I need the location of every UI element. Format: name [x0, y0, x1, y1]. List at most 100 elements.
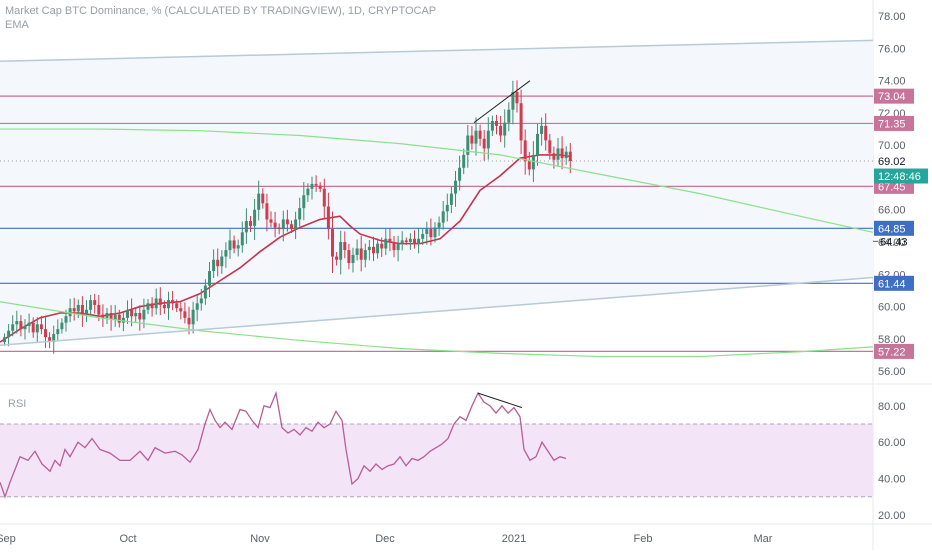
resistance-level-tag-text: 57.22: [878, 346, 906, 358]
candle: [171, 290, 175, 311]
candle-body: [212, 259, 216, 272]
candle-body: [380, 243, 384, 249]
candle-body: [72, 308, 76, 312]
candle: [470, 126, 474, 150]
candle: [540, 117, 544, 146]
candle-body: [130, 309, 134, 317]
candle: [23, 319, 27, 340]
candle: [466, 124, 470, 168]
candle-body: [97, 304, 101, 315]
support-level-tag: 64.85: [874, 220, 914, 236]
candle: [560, 136, 564, 170]
candle: [302, 182, 306, 221]
candle: [175, 299, 179, 313]
candle-body: [35, 324, 39, 333]
resistance-level-tag-bg: [874, 88, 914, 104]
candle-body: [167, 300, 170, 309]
rsi-axis-tick-label: 20.00: [878, 510, 906, 522]
candle: [167, 291, 170, 320]
candle: [265, 193, 269, 232]
candle-body: [511, 91, 515, 110]
candle-body: [454, 180, 457, 194]
candle: [441, 200, 445, 230]
candle-body: [474, 130, 478, 144]
candle: [261, 188, 265, 209]
candle-body: [478, 130, 482, 139]
candle: [306, 183, 310, 202]
resistance-level-tag: 57.22: [874, 343, 914, 359]
candle: [101, 304, 105, 327]
candle: [359, 235, 363, 272]
candle-body: [482, 138, 486, 149]
candle: [68, 298, 72, 323]
candle: [367, 240, 371, 261]
candle-body: [421, 233, 425, 239]
upper-channel-line: [0, 39, 874, 63]
candle-body: [335, 256, 339, 260]
candle: [351, 247, 355, 273]
candle-body: [265, 203, 269, 220]
candle: [519, 89, 523, 154]
candle: [281, 210, 285, 242]
candle-body: [199, 298, 203, 304]
candle-body: [544, 125, 548, 141]
candle-body: [433, 227, 437, 238]
candle-body: [244, 221, 248, 233]
candle: [228, 229, 232, 259]
candle: [199, 288, 203, 311]
ema-indicator-label[interactable]: EMA: [5, 19, 29, 31]
candle-body: [224, 250, 228, 257]
support-level-tag-bg: [874, 275, 914, 291]
candle-body: [15, 321, 19, 325]
candle-body: [138, 313, 142, 320]
candle: [253, 199, 257, 241]
candle: [224, 242, 228, 268]
candle: [298, 197, 302, 227]
candle-body: [191, 309, 195, 325]
candle: [408, 233, 412, 251]
candle-body: [31, 322, 35, 333]
candle-body: [343, 242, 347, 251]
candle-body: [80, 304, 84, 315]
candle: [158, 287, 162, 316]
candle: [454, 170, 457, 207]
candle: [19, 315, 23, 337]
countdown-tag: 12:48:46: [874, 168, 928, 184]
candle: [183, 302, 187, 324]
candle-body: [117, 314, 121, 323]
candle: [179, 302, 183, 320]
candle: [56, 319, 60, 342]
candle: [511, 80, 515, 125]
candle-body: [48, 337, 52, 343]
candle-body: [540, 125, 544, 134]
candle-body: [261, 193, 265, 204]
candle-body: [89, 300, 93, 310]
candle: [380, 237, 384, 257]
candle-body: [19, 321, 23, 330]
candle-body: [462, 154, 466, 168]
price-axis-tick-label: 56.00: [878, 366, 906, 378]
candle-body: [564, 151, 568, 159]
candle: [445, 193, 449, 222]
candle: [310, 176, 314, 200]
candle-body: [183, 311, 187, 318]
chart-title: Market Cap BTC Dominance, % (CALCULATED …: [5, 5, 437, 17]
candle-body: [277, 227, 281, 230]
candle: [11, 315, 15, 337]
rsi-indicator-label[interactable]: RSI: [8, 398, 27, 410]
candle-body: [507, 109, 511, 123]
candle-body: [355, 248, 359, 255]
candle: [343, 231, 347, 259]
time-axis-tick-label: 2021: [502, 533, 526, 545]
candle-body: [109, 313, 113, 320]
time-axis-tick-label: Dec: [375, 533, 395, 545]
candle: [39, 315, 43, 335]
candle: [216, 248, 220, 277]
candle: [236, 239, 240, 257]
candle: [429, 218, 433, 246]
candle-body: [499, 125, 503, 136]
candle: [150, 297, 154, 317]
candle: [195, 295, 199, 322]
